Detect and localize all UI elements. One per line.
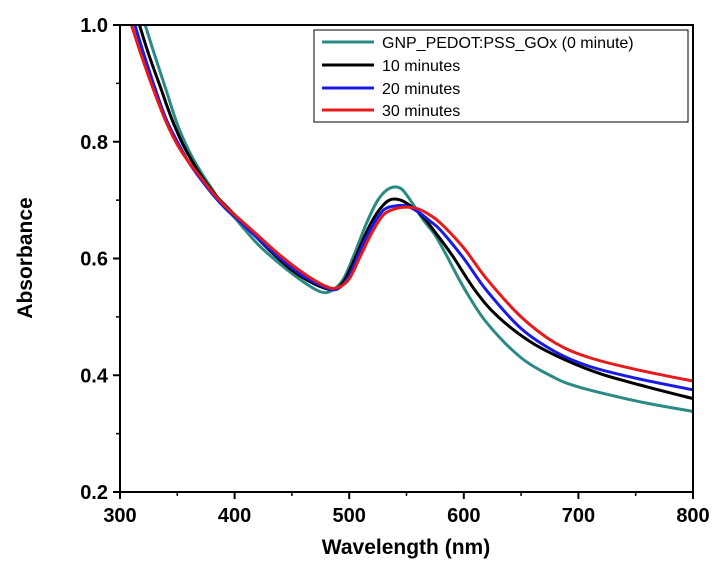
ticks-layer: 300 400 500 600 700 800 0.2 0.4 0.6 0.8 1.0 <box>80 15 710 527</box>
y-tick-label: 0.4 <box>80 365 109 387</box>
series-line-4 <box>129 25 693 383</box>
x-tick-label: 400 <box>218 505 251 527</box>
series-line-1 <box>143 25 693 413</box>
y-tick-label: 0.6 <box>80 249 108 271</box>
x-tick-label: 700 <box>562 505 595 527</box>
y-tick-label: 0.8 <box>80 132 108 154</box>
x-tick-label: 500 <box>333 505 366 527</box>
y-tick-label: 1.0 <box>80 15 108 37</box>
series-line-2 <box>137 25 693 401</box>
legend-label-3: 20 minutes <box>382 81 460 98</box>
legend-label-1: GNP_PEDOT:PSS_GOx (0 minute) <box>382 35 634 52</box>
x-tick-label: 300 <box>103 505 136 527</box>
series-layer <box>129 25 693 413</box>
legend-box <box>313 29 689 123</box>
legend-label-4: 30 minutes <box>382 103 460 120</box>
y-tick-label: 0.2 <box>80 482 108 504</box>
x-tick-label: 600 <box>447 505 480 527</box>
legend: GNP_PEDOT:PSS_GOx (0 minute) 10 minutes 20… <box>313 29 689 123</box>
y-axis-title: Absorbance <box>14 197 37 318</box>
legend-label-2: 10 minutes <box>382 58 460 75</box>
x-axis-title: Wavelength (nm) <box>322 536 490 559</box>
x-tick-label: 800 <box>676 505 709 527</box>
